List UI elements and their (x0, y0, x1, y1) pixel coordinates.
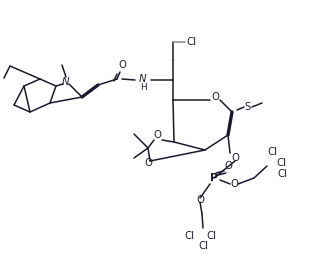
Text: Cl: Cl (276, 158, 286, 168)
Text: S: S (245, 102, 251, 112)
Text: Cl: Cl (184, 231, 194, 241)
Text: Cl: Cl (267, 147, 277, 157)
Text: Cl: Cl (186, 37, 196, 47)
Text: O: O (196, 195, 204, 205)
Text: P: P (210, 173, 218, 183)
Text: Cl: Cl (277, 169, 287, 179)
Text: O: O (224, 161, 232, 171)
Text: O: O (230, 179, 238, 189)
Text: O: O (211, 92, 219, 102)
Text: H: H (140, 84, 146, 93)
Text: O: O (153, 130, 161, 140)
Text: N: N (62, 77, 70, 87)
Text: O: O (231, 153, 239, 163)
Text: Cl: Cl (206, 231, 216, 241)
Text: N: N (139, 74, 147, 84)
Text: O: O (118, 60, 126, 70)
Text: Cl: Cl (198, 241, 208, 251)
Text: O: O (144, 158, 152, 168)
